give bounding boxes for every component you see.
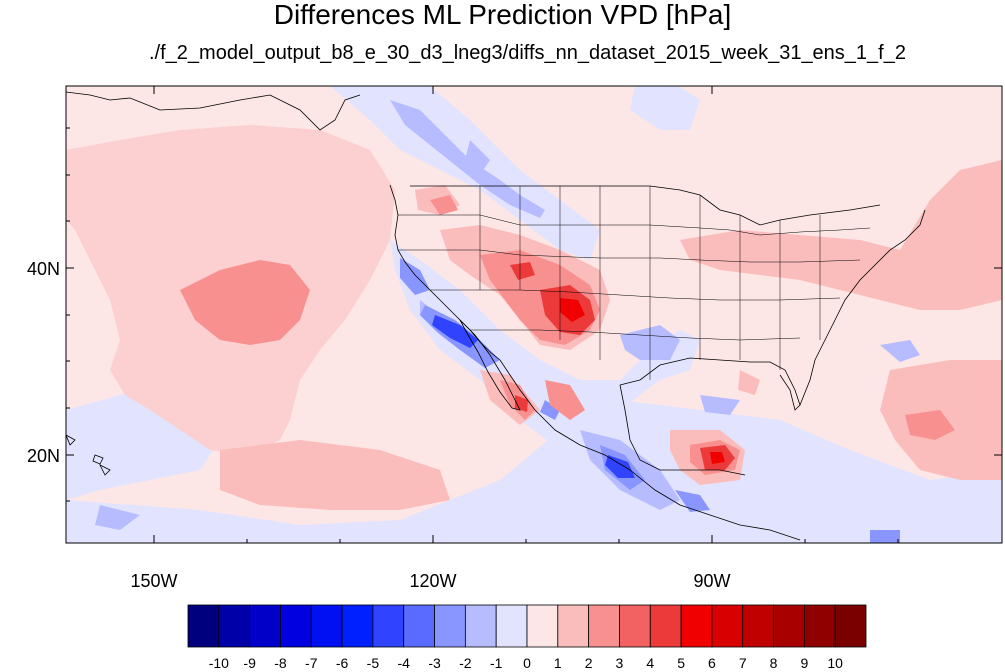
colorbar-swatch <box>434 604 466 648</box>
colorbar-swatch <box>464 604 497 648</box>
colorbar-tick-label: -5 <box>367 655 380 671</box>
colorbar-swatch <box>834 604 867 648</box>
map-subtitle: ./f_2_model_output_b8_e_30_d3_lneg3/diff… <box>149 42 906 64</box>
colorbar-labels: -10 -9 -8 -7 -6 -5 -4 -3 -2 -1 0 1 2 3 4 5 6 7 8 9 10 <box>209 655 843 671</box>
colorbar-tick-label: 1 <box>554 655 562 671</box>
colorbar-tick-label: 6 <box>708 655 716 671</box>
colorbar-tick-label: -7 <box>305 655 318 671</box>
colorbar-swatch <box>403 604 435 648</box>
colorbar-tick-label: -10 <box>209 655 229 671</box>
deep-blue-regions <box>432 315 635 478</box>
colorbar-tick-label: -1 <box>490 655 503 671</box>
colorbar-swatch <box>619 604 651 648</box>
lat-label-20n: 20N <box>27 446 60 466</box>
colorbar-tick-label: 4 <box>646 655 654 671</box>
colorbar-swatch <box>187 604 220 648</box>
colorbar-tick-label: 5 <box>677 655 685 671</box>
lon-label-120w: 120W <box>409 571 456 591</box>
colorbar-swatch <box>372 604 405 648</box>
colorbar-swatch <box>495 604 528 648</box>
axis-ticks <box>66 86 1002 543</box>
colorbar-swatch <box>803 604 836 648</box>
colorbar-tick-label: -9 <box>243 655 256 671</box>
colorbar-swatch <box>218 604 251 648</box>
lon-label-150w: 150W <box>130 571 177 591</box>
colorbar-tick-label: -4 <box>398 655 411 671</box>
colorbar-tick-label: -3 <box>428 655 441 671</box>
colorbar <box>187 604 867 648</box>
colorbar-tick-label: 2 <box>585 655 593 671</box>
colorbar-tick-label: 7 <box>739 655 747 671</box>
colorbar-tick-label: 10 <box>827 655 843 671</box>
colorbar-swatch <box>711 604 744 648</box>
colorbar-swatch <box>526 604 559 648</box>
colorbar-swatch <box>773 604 805 648</box>
map-title: Differences ML Prediction VPD [hPa] <box>273 0 732 30</box>
colorbar-tick-label: -8 <box>274 655 287 671</box>
colorbar-swatch <box>280 604 312 648</box>
colorbar-swatch <box>680 604 713 648</box>
colorbar-tick-label: 0 <box>523 655 531 671</box>
state-borders <box>398 186 871 380</box>
colorbar-tick-label: 8 <box>770 655 778 671</box>
colorbar-tick-label: -2 <box>459 655 472 671</box>
colorbar-swatch <box>649 604 682 648</box>
colorbar-swatch <box>249 604 281 648</box>
difference-field <box>66 86 1002 543</box>
colorbar-swatch <box>588 604 620 648</box>
coastlines-and-borders <box>66 91 926 541</box>
colorbar-swatch <box>557 604 590 648</box>
colorbar-swatch <box>310 604 343 648</box>
colorbar-tick-label: -6 <box>336 655 349 671</box>
colorbar-tick-label: 3 <box>616 655 624 671</box>
colorbar-swatch <box>742 604 774 648</box>
colorbar-swatch <box>341 604 374 648</box>
lat-label-40n: 40N <box>27 259 60 279</box>
deepest-red-regions <box>560 298 725 464</box>
lon-label-90w: 90W <box>693 571 730 591</box>
colorbar-tick-label: 9 <box>800 655 808 671</box>
